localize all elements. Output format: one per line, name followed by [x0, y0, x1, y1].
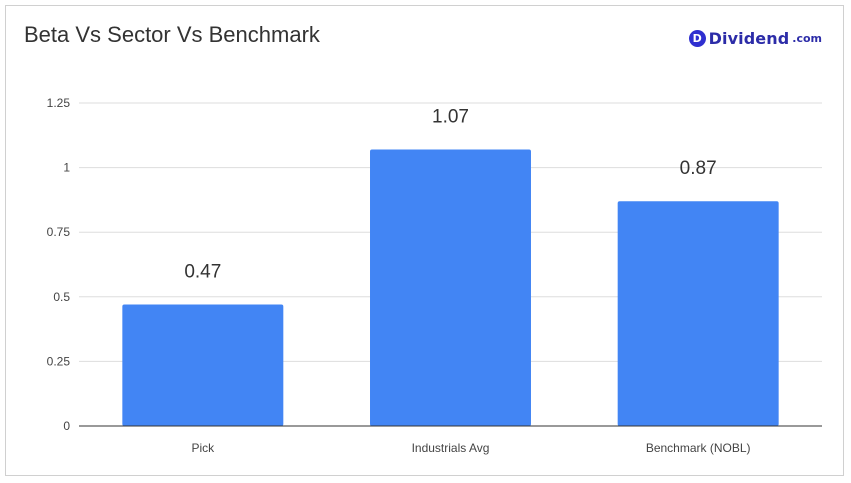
bar [370, 149, 531, 426]
brand-logo[interactable]: D Dividend .com [688, 29, 822, 48]
bars [122, 149, 779, 426]
brand-name: Dividend [708, 29, 790, 48]
y-tick-label: 0.5 [53, 290, 70, 304]
y-axis-ticks: 0 0.25 0.5 0.75 1 1.25 [47, 96, 71, 433]
y-tick-label: 1 [63, 161, 70, 175]
y-tick-label: 1.25 [47, 96, 71, 110]
data-label: 0.47 [184, 262, 221, 283]
y-tick-label: 0.75 [47, 225, 71, 239]
x-tick-label: Pick [191, 441, 215, 455]
brand-tld: .com [792, 32, 822, 45]
data-label: 0.87 [680, 158, 717, 179]
dividend-logo-icon: D [688, 30, 706, 47]
bar [617, 201, 779, 426]
x-tick-label: Industrials Avg [412, 441, 490, 455]
y-tick-label: 0.25 [47, 354, 71, 368]
chart-title: Beta Vs Sector Vs Benchmark [24, 22, 320, 47]
data-label: 1.07 [432, 107, 469, 128]
data-labels: 0.47 1.07 0.87 [184, 107, 716, 283]
x-tick-label: Benchmark (NOBL) [646, 441, 751, 455]
x-axis-ticks: Pick Industrials Avg Benchmark (NOBL) [191, 441, 750, 455]
y-tick-label: 0 [63, 419, 70, 433]
bar [122, 304, 284, 426]
